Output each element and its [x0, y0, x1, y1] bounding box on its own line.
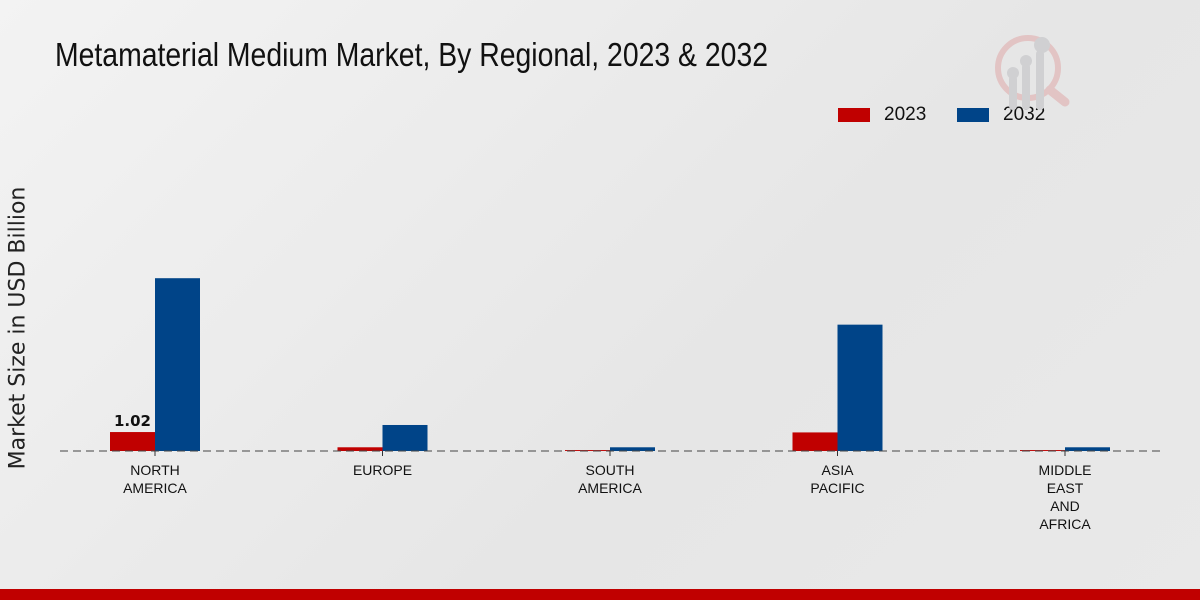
- legend-label-2023: 2023: [884, 104, 927, 125]
- bar-2023-north-america: [110, 432, 155, 451]
- legend-item-2023: 2023: [838, 104, 926, 126]
- chart-title: Metamaterial Medium Market, By Regional,…: [55, 36, 769, 73]
- x-tick-label: ASIA PACIFIC: [810, 462, 864, 496]
- bar-2032-europe: [382, 424, 428, 451]
- bottom-accent-bar: [0, 589, 1200, 600]
- bar-2032-north-america: [155, 278, 200, 451]
- x-tick-label: MIDDLE EAST AND AFRICA: [1039, 462, 1092, 532]
- bar-2032-middle-east-and-africa: [1065, 447, 1110, 451]
- data-label: 1.02: [114, 412, 151, 430]
- bar-2032-asia-pacific: [837, 324, 883, 451]
- x-tick-label: EUROPE: [353, 462, 412, 478]
- bar-2023-asia-pacific: [792, 432, 838, 451]
- bar-2023-europe: [337, 447, 383, 451]
- x-tick-label: NORTH AMERICA: [123, 462, 187, 496]
- legend-swatch-2023: [838, 108, 870, 122]
- bar-2032-south-america: [610, 447, 655, 451]
- legend-swatch-2032: [957, 108, 989, 122]
- watermark-logo-icon: [995, 35, 1070, 110]
- x-tick-label: SOUTH AMERICA: [578, 462, 642, 496]
